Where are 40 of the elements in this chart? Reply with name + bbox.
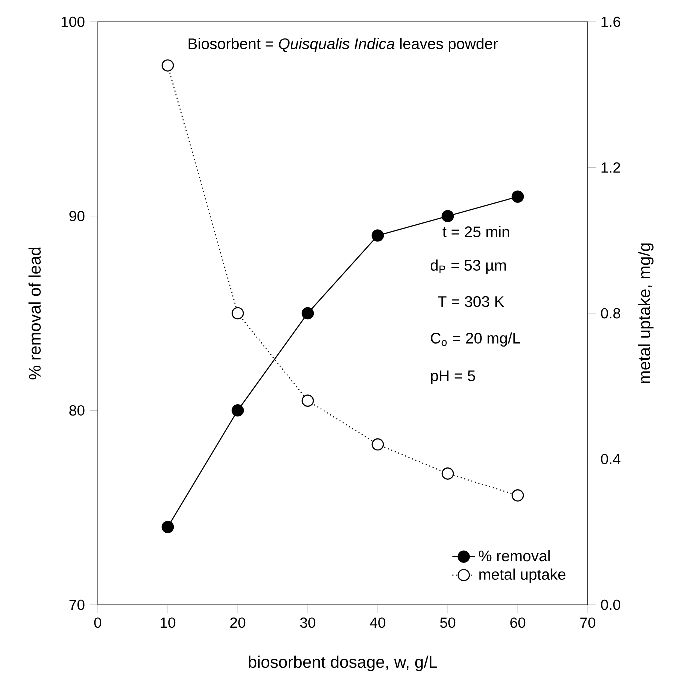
annotation: pH = 5 bbox=[431, 370, 476, 384]
point bbox=[232, 404, 244, 417]
point bbox=[442, 468, 454, 480]
y2-tick-label: 0.4 bbox=[601, 454, 621, 464]
point bbox=[302, 394, 314, 408]
x-tick-label: 60 bbox=[510, 618, 526, 628]
legend-label: metal uptake bbox=[480, 568, 566, 584]
point bbox=[232, 307, 244, 320]
y-tick-label: 80 bbox=[70, 405, 85, 416]
point bbox=[512, 190, 524, 204]
x-axis-title: biosorbent dosage, w, g/L bbox=[249, 656, 438, 672]
y-axis-title: % removal of lead bbox=[28, 248, 41, 380]
point bbox=[302, 307, 314, 320]
x-tick-label: 0 bbox=[94, 618, 102, 628]
x-tick-label: 40 bbox=[370, 618, 386, 628]
annotation: C$_{o}$ = 20 mg/L bbox=[431, 332, 520, 347]
legend-label: % removal bbox=[479, 550, 550, 562]
y-tick-label: 100 bbox=[62, 16, 85, 28]
x-tick-label: 70 bbox=[580, 618, 596, 628]
x-tick-label: 50 bbox=[440, 618, 456, 628]
annotation: t = 25 min bbox=[442, 226, 510, 238]
point bbox=[162, 521, 174, 534]
point bbox=[442, 210, 454, 222]
point bbox=[162, 60, 174, 72]
x-tick-label: 30 bbox=[300, 618, 316, 628]
point bbox=[372, 438, 384, 451]
y-tick-label: 70 bbox=[70, 600, 85, 610]
point bbox=[512, 490, 524, 502]
annotation: d$_{P}$ = 53 µm bbox=[430, 260, 506, 274]
annotation: T = 303 K bbox=[438, 296, 504, 308]
y2-tick-label: 0.0 bbox=[601, 600, 621, 610]
y2-tick-label: 1.2 bbox=[602, 162, 620, 173]
y-tick-label: 90 bbox=[70, 211, 85, 222]
y2-tick-label: 0.8 bbox=[601, 308, 620, 319]
y2-axis-title: metal uptake, mg/g bbox=[638, 244, 654, 384]
y2-tick-label: 1.6 bbox=[602, 16, 620, 28]
x-tick-label: 20 bbox=[230, 618, 246, 628]
annotation: Biosorbent = Quisqualis Indica leaves powder bbox=[188, 38, 498, 52]
x-tick-label: 10 bbox=[160, 618, 176, 628]
point bbox=[372, 230, 384, 242]
